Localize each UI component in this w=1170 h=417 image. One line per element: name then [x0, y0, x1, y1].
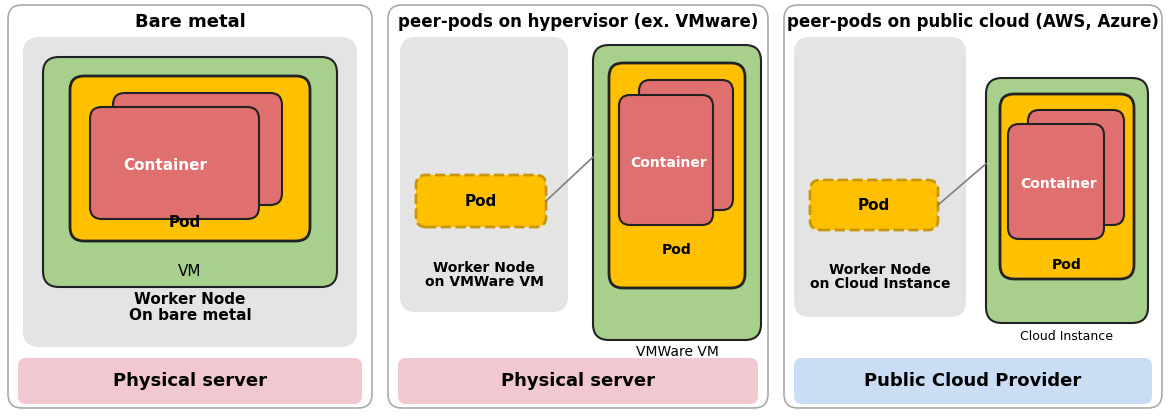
FancyBboxPatch shape [1028, 110, 1124, 225]
Text: Bare metal: Bare metal [135, 13, 246, 31]
FancyBboxPatch shape [639, 80, 732, 210]
Text: VM: VM [178, 264, 201, 279]
Text: Physical server: Physical server [113, 372, 267, 390]
FancyBboxPatch shape [619, 95, 713, 225]
Text: Public Cloud Provider: Public Cloud Provider [865, 372, 1081, 390]
Text: Pod: Pod [168, 214, 201, 229]
FancyBboxPatch shape [986, 78, 1148, 323]
Text: on VMWare VM: on VMWare VM [425, 275, 543, 289]
FancyBboxPatch shape [1009, 124, 1104, 239]
Text: Cloud Instance: Cloud Instance [1020, 331, 1114, 344]
FancyBboxPatch shape [610, 63, 745, 288]
FancyBboxPatch shape [398, 358, 758, 404]
Text: on Cloud Instance: on Cloud Instance [810, 277, 950, 291]
Text: Container: Container [631, 156, 708, 170]
FancyBboxPatch shape [784, 5, 1162, 408]
FancyBboxPatch shape [593, 45, 761, 340]
Text: Worker Node: Worker Node [830, 263, 931, 277]
FancyBboxPatch shape [417, 175, 546, 227]
FancyBboxPatch shape [794, 37, 966, 317]
Text: peer-pods on public cloud (AWS, Azure): peer-pods on public cloud (AWS, Azure) [787, 13, 1159, 31]
FancyBboxPatch shape [1000, 94, 1134, 279]
Text: Pod: Pod [464, 193, 497, 208]
Text: Container: Container [123, 158, 207, 173]
FancyBboxPatch shape [400, 37, 567, 312]
FancyBboxPatch shape [8, 5, 372, 408]
Text: peer-pods on hypervisor (ex. VMware): peer-pods on hypervisor (ex. VMware) [398, 13, 758, 31]
FancyBboxPatch shape [794, 358, 1152, 404]
FancyBboxPatch shape [70, 76, 310, 241]
Text: Pod: Pod [662, 243, 691, 257]
FancyBboxPatch shape [43, 57, 337, 287]
FancyBboxPatch shape [18, 358, 362, 404]
Text: Physical server: Physical server [501, 372, 655, 390]
Text: On bare metal: On bare metal [129, 309, 252, 324]
FancyBboxPatch shape [113, 93, 282, 205]
FancyBboxPatch shape [388, 5, 768, 408]
Text: Pod: Pod [1052, 258, 1082, 272]
Text: Pod: Pod [858, 198, 890, 213]
Text: VMWare VM: VMWare VM [635, 345, 718, 359]
FancyBboxPatch shape [810, 180, 938, 230]
Text: Worker Node: Worker Node [433, 261, 535, 275]
FancyBboxPatch shape [90, 107, 259, 219]
Text: Container: Container [1020, 177, 1097, 191]
FancyBboxPatch shape [23, 37, 357, 347]
Text: Worker Node: Worker Node [135, 292, 246, 307]
